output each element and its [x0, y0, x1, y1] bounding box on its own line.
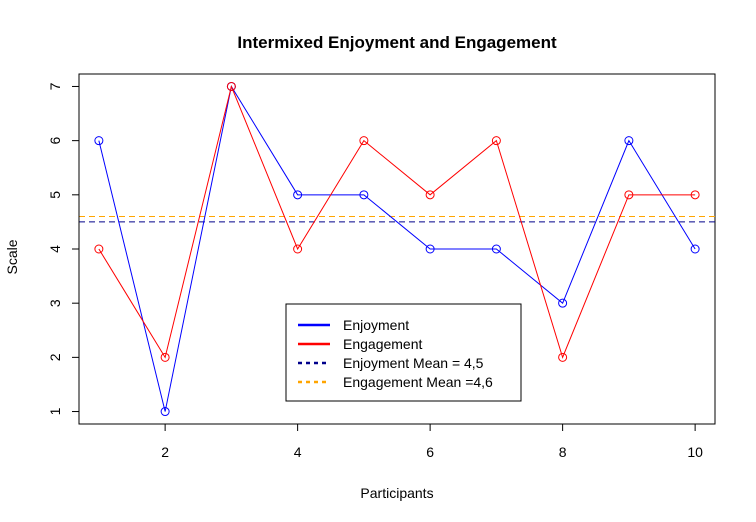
engagement-point-9 [624, 190, 634, 200]
y-tick-label: 6 [47, 137, 63, 145]
enjoyment-point-10 [690, 244, 700, 254]
y-tick-label: 7 [47, 82, 63, 90]
legend-label: Engagement Mean =4,6 [343, 374, 493, 390]
engagement-point-8 [558, 352, 568, 362]
x-tick-label: 2 [161, 444, 169, 460]
y-axis: 1 2 3 4 5 6 7 [47, 82, 80, 415]
engagement-point-10 [690, 190, 700, 200]
chart-title: Intermixed Enjoyment and Engagement [237, 33, 557, 52]
x-tick-label: 8 [559, 444, 567, 460]
engagement-point-5 [359, 136, 369, 146]
enjoyment-point-1 [94, 136, 104, 146]
y-axis-label: Scale [4, 239, 20, 274]
engagement-point-7 [491, 136, 501, 146]
enjoyment-point-4 [293, 190, 303, 200]
x-tick-label: 6 [426, 444, 434, 460]
engagement-point-4 [293, 244, 303, 254]
reference-lines [79, 215, 715, 223]
engagement-point-6 [425, 190, 435, 200]
legend: Enjoyment Engagement Enjoyment Mean = 4,5 E… [285, 303, 522, 402]
enjoyment-point-6 [425, 244, 435, 254]
x-tick-label: 4 [294, 444, 302, 460]
engagement-point-2 [160, 352, 170, 362]
y-tick-label: 3 [47, 299, 63, 307]
enjoyment-point-2 [160, 407, 170, 417]
x-tick-label: 10 [687, 444, 703, 460]
enjoyment-point-8 [558, 298, 568, 308]
y-tick-label: 5 [47, 191, 63, 199]
x-axis-label: Participants [360, 485, 433, 501]
legend-box [285, 303, 522, 402]
legend-label: Engagement [343, 336, 423, 352]
legend-label: Enjoyment Mean = 4,5 [343, 355, 484, 371]
y-tick-label: 1 [47, 407, 63, 415]
y-tick-label: 2 [47, 353, 63, 361]
series-line-engagement [98, 84, 696, 359]
y-tick-label: 4 [47, 245, 63, 253]
legend-label: Enjoyment [343, 317, 409, 333]
enjoyment-point-7 [491, 244, 501, 254]
series-line-enjoyment [98, 85, 696, 412]
enjoyment-point-5 [359, 190, 369, 200]
series-layer [94, 81, 700, 417]
engagement-point-1 [94, 244, 104, 254]
engagement-point-3 [226, 81, 236, 91]
enjoyment-point-9 [624, 136, 634, 146]
x-axis: 2 4 6 8 10 [161, 423, 703, 460]
